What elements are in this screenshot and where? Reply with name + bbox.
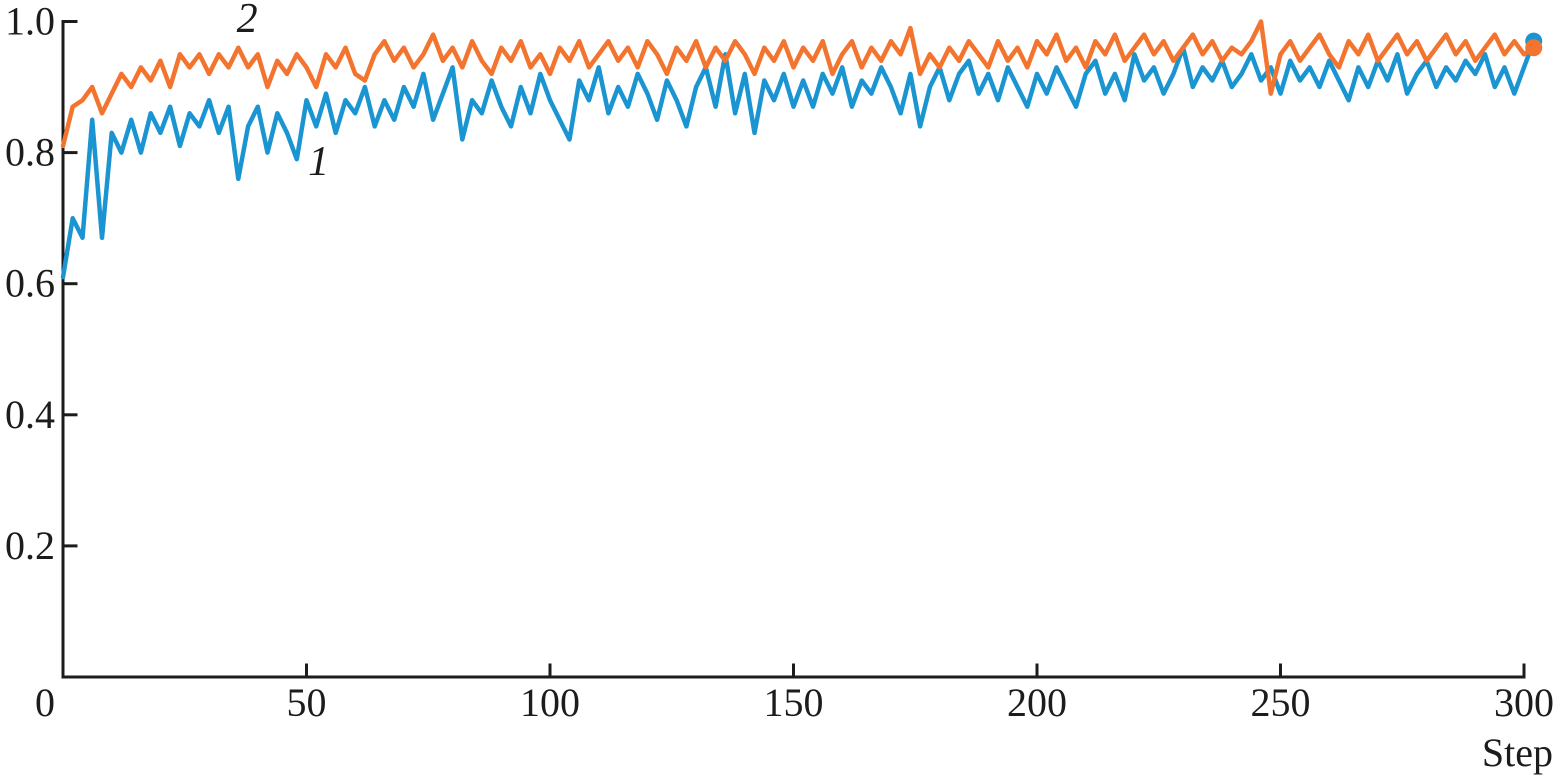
curve-label-series-2: 2 (237, 0, 258, 42)
x-tick-label: 250 (1251, 680, 1311, 725)
y-tick-label: 0.6 (5, 261, 55, 306)
curve-label-series-1: 1 (308, 139, 329, 185)
x-tick-label: 300 (1494, 680, 1554, 725)
x-axis-title: Step (1482, 730, 1553, 775)
series-line-2 (60, 19, 1536, 149)
series-end-marker-2 (1525, 39, 1543, 57)
y-tick-label: 1.0 (5, 0, 55, 44)
x-tick-label: 0 (35, 680, 55, 725)
tick-layer: 0.2 0.4 0.6 0.8 1.0 0 50 100 150 200 250 300 (5, 0, 1554, 725)
y-tick-label: 0.4 (5, 392, 55, 437)
x-tick-label: 150 (764, 680, 824, 725)
x-tick-label: 100 (520, 680, 580, 725)
series-line-1 (60, 38, 1536, 280)
y-tick-label: 0.8 (5, 130, 55, 175)
x-tick-label: 50 (287, 680, 327, 725)
y-tick-label: 0.2 (5, 523, 55, 568)
series-layer (60, 19, 1543, 280)
x-tick-label: 200 (1007, 680, 1067, 725)
